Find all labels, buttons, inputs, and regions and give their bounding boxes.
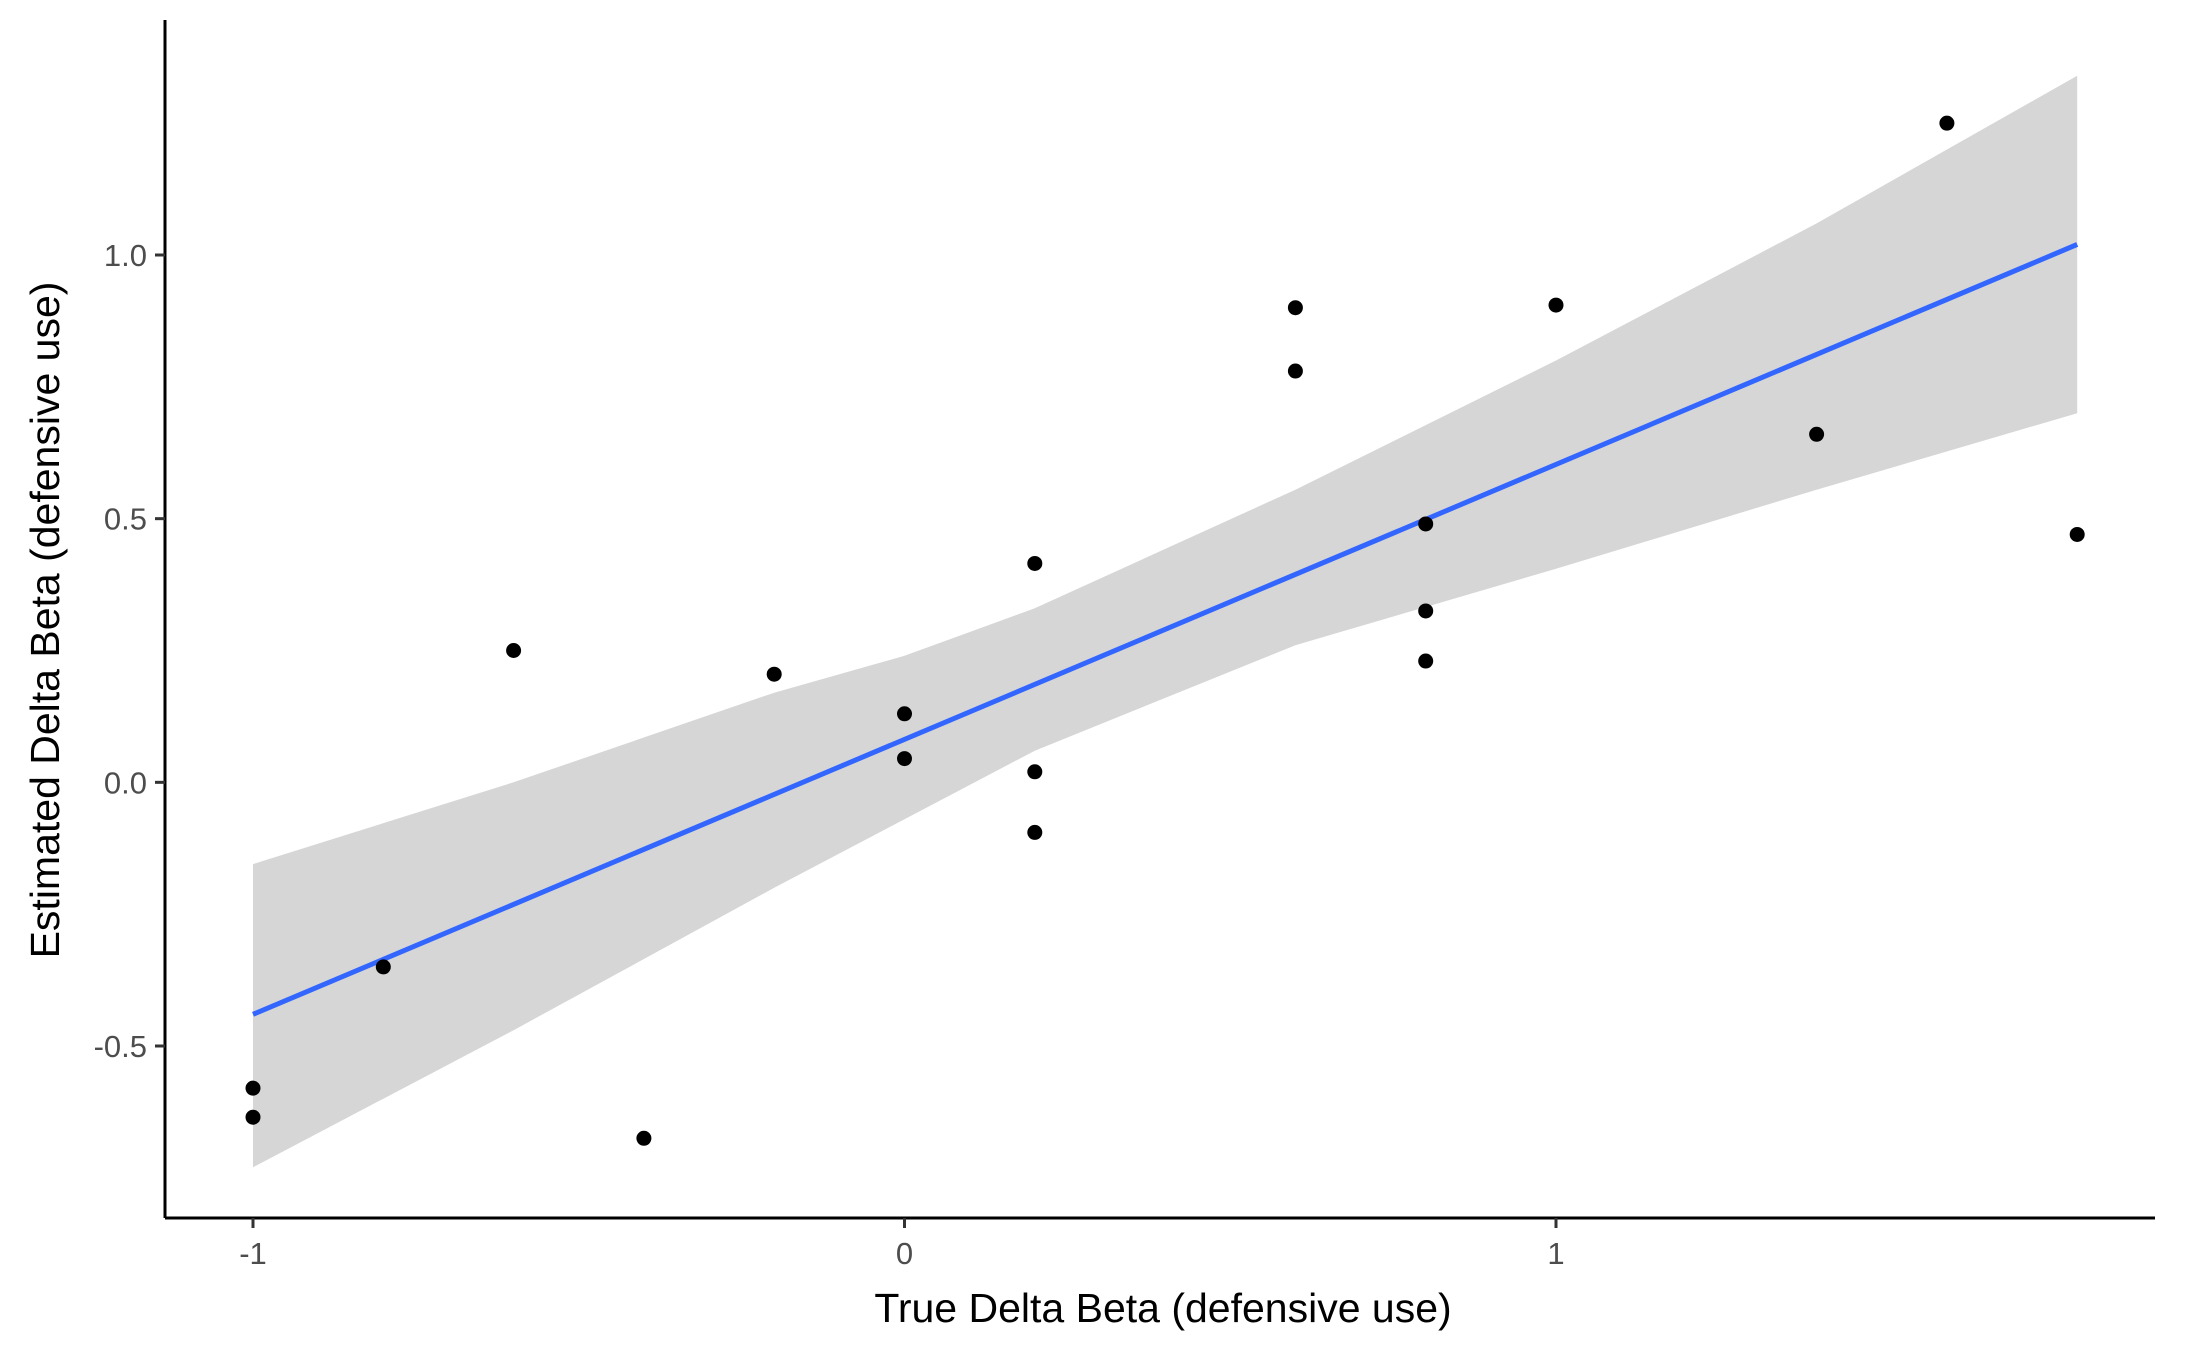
- confidence-band: [253, 75, 2078, 1168]
- data-point: [1418, 603, 1434, 619]
- y-tick-label: -0.5: [94, 1029, 147, 1064]
- data-point: [1027, 824, 1043, 840]
- data-point: [1809, 426, 1825, 442]
- data-point: [1548, 297, 1564, 313]
- data-point: [1287, 363, 1303, 379]
- fit-line: [252, 242, 2079, 1017]
- x-tick-label: 1: [1547, 1236, 1564, 1271]
- data-point: [375, 959, 391, 975]
- data-point: [1418, 516, 1434, 532]
- y-tick-label: 0.5: [104, 502, 147, 537]
- y-axis-title: Estimated Delta Beta (defensive use): [22, 282, 68, 959]
- data-point: [245, 1109, 261, 1125]
- data-point: [897, 706, 912, 722]
- data-point: [1027, 555, 1043, 571]
- y-tick-label: 1.0: [104, 238, 147, 273]
- x-axis-title: True Delta Beta (defensive use): [874, 1285, 1451, 1331]
- x-tick-label: -1: [239, 1236, 267, 1271]
- data-point: [636, 1130, 652, 1146]
- y-tick-label: 0.0: [104, 765, 147, 800]
- confidence-band-group: [253, 75, 2078, 1168]
- data-point: [1287, 300, 1303, 316]
- data-point: [897, 751, 912, 767]
- axes-group: -1 0 1 -0.5 0.0 0.5 1.0: [94, 20, 2155, 1271]
- data-point: [1027, 764, 1043, 780]
- fit-line-group: [252, 242, 2079, 1017]
- points-group: [245, 115, 2085, 1146]
- data-point: [766, 666, 782, 682]
- data-point: [506, 643, 522, 658]
- data-point: [245, 1080, 261, 1096]
- data-point: [1939, 115, 1955, 131]
- data-point: [1418, 653, 1434, 669]
- data-point: [2069, 526, 2085, 542]
- x-tick-label: 0: [896, 1236, 913, 1271]
